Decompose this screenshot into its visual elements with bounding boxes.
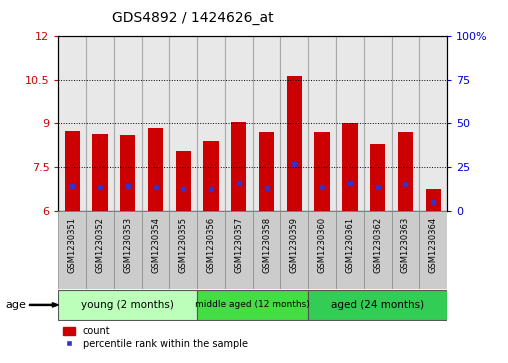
FancyBboxPatch shape: [114, 211, 142, 289]
Text: aged (24 months): aged (24 months): [331, 300, 424, 310]
Bar: [336, 36, 364, 211]
FancyBboxPatch shape: [58, 290, 197, 319]
Bar: [58, 36, 86, 211]
Bar: [287, 76, 302, 211]
Bar: [204, 141, 219, 211]
FancyBboxPatch shape: [419, 211, 447, 289]
FancyBboxPatch shape: [280, 211, 308, 289]
Bar: [148, 128, 163, 211]
FancyBboxPatch shape: [392, 211, 419, 289]
FancyBboxPatch shape: [308, 290, 447, 319]
Text: GSM1230361: GSM1230361: [345, 217, 355, 273]
Text: GSM1230364: GSM1230364: [429, 217, 438, 273]
Text: GSM1230355: GSM1230355: [179, 217, 188, 273]
Text: GSM1230359: GSM1230359: [290, 217, 299, 273]
Bar: [197, 36, 225, 211]
Text: GSM1230362: GSM1230362: [373, 217, 382, 273]
FancyBboxPatch shape: [336, 211, 364, 289]
FancyBboxPatch shape: [170, 211, 197, 289]
Bar: [65, 131, 80, 211]
Bar: [419, 36, 447, 211]
Bar: [86, 36, 114, 211]
FancyBboxPatch shape: [253, 211, 280, 289]
FancyBboxPatch shape: [142, 211, 170, 289]
Text: age: age: [5, 300, 26, 310]
Bar: [114, 36, 142, 211]
Bar: [426, 189, 441, 211]
Text: middle aged (12 months): middle aged (12 months): [196, 301, 310, 309]
Bar: [259, 132, 274, 211]
Bar: [370, 144, 385, 211]
FancyBboxPatch shape: [197, 211, 225, 289]
Text: GSM1230363: GSM1230363: [401, 217, 410, 273]
Bar: [170, 36, 197, 211]
FancyBboxPatch shape: [308, 211, 336, 289]
Bar: [314, 132, 330, 211]
Text: GSM1230353: GSM1230353: [123, 217, 132, 273]
Text: GSM1230358: GSM1230358: [262, 217, 271, 273]
Text: GSM1230357: GSM1230357: [234, 217, 243, 273]
Text: GSM1230351: GSM1230351: [68, 217, 77, 273]
Bar: [392, 36, 419, 211]
Bar: [231, 122, 246, 211]
Bar: [280, 36, 308, 211]
FancyBboxPatch shape: [225, 211, 253, 289]
Bar: [225, 36, 253, 211]
Bar: [253, 36, 280, 211]
Bar: [120, 135, 136, 211]
Text: GSM1230354: GSM1230354: [151, 217, 160, 273]
Bar: [142, 36, 170, 211]
Text: GSM1230360: GSM1230360: [318, 217, 327, 273]
Text: GSM1230356: GSM1230356: [207, 217, 215, 273]
Bar: [176, 151, 191, 211]
Text: GSM1230352: GSM1230352: [96, 217, 105, 273]
Bar: [92, 134, 108, 211]
FancyBboxPatch shape: [86, 211, 114, 289]
FancyBboxPatch shape: [197, 290, 308, 319]
Text: GDS4892 / 1424626_at: GDS4892 / 1424626_at: [112, 11, 274, 25]
Bar: [342, 123, 358, 211]
Bar: [398, 132, 413, 211]
FancyBboxPatch shape: [364, 211, 392, 289]
Bar: [308, 36, 336, 211]
Text: young (2 months): young (2 months): [81, 300, 174, 310]
Bar: [364, 36, 392, 211]
Legend: count, percentile rank within the sample: count, percentile rank within the sample: [64, 326, 248, 349]
FancyBboxPatch shape: [58, 211, 86, 289]
